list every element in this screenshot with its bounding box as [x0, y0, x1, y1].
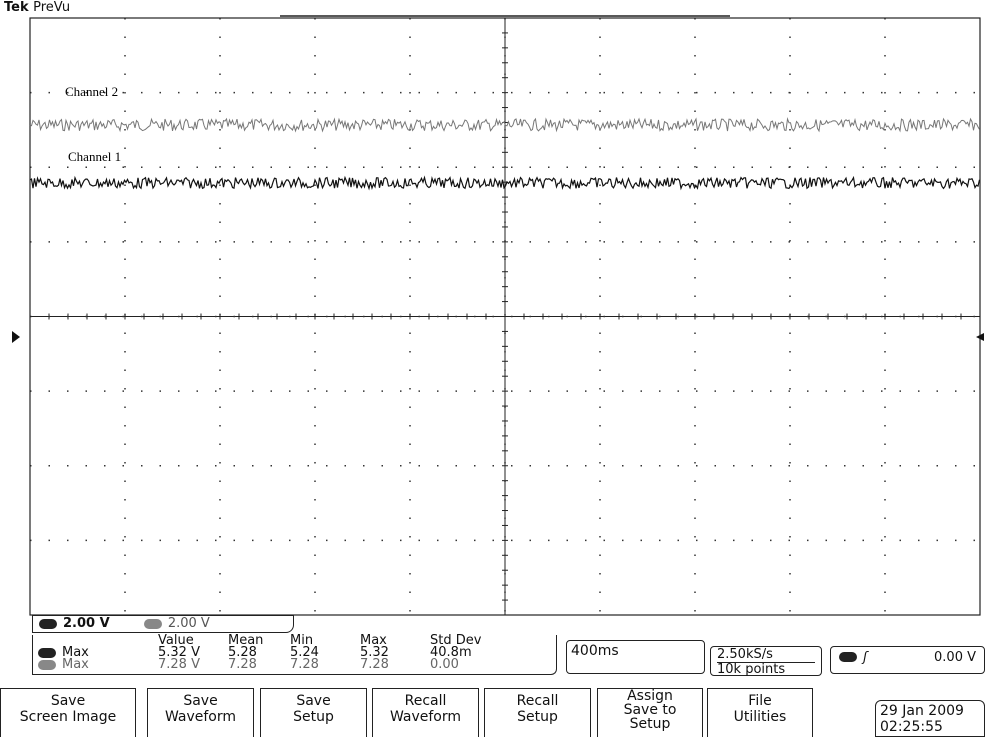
softkey-label: Setup	[485, 709, 590, 725]
softkey-label: Recall	[485, 693, 590, 709]
softkey-label: Utilities	[708, 709, 812, 725]
graticule: Channel 2 Channel 1	[0, 0, 985, 620]
sample-rate: 2.50kS/s	[717, 648, 815, 662]
record-length: 10k points	[717, 662, 815, 677]
ground-marker	[12, 331, 20, 343]
timebase[interactable]: 400ms	[566, 640, 705, 674]
ch1-icon	[39, 619, 57, 629]
date: 29 Jan 2009	[880, 703, 980, 719]
softkey-label: File	[708, 693, 812, 709]
measurement-panel: Value Mean Min Max Std Dev Max 5.32 V 5.…	[32, 635, 557, 675]
ch1-scale: 2.00 V	[63, 616, 110, 631]
row-label: Max	[62, 657, 89, 672]
softkey-label: Assign	[598, 689, 702, 703]
softkey-label: Waveform	[373, 709, 478, 725]
softkey-label: Waveform	[148, 709, 253, 725]
scope-screen: Tek PreVu Channel 2 Channel 1 2.00 V 2.0…	[0, 0, 985, 737]
softkey-label: Save	[1, 693, 135, 709]
softkey-label: Setup	[598, 717, 702, 731]
trace-label: Channel 1	[68, 149, 121, 164]
ch2-icon	[144, 619, 162, 629]
cell: 7.28	[285, 659, 355, 671]
cell: 0.00	[425, 659, 486, 671]
cell: 7.28	[223, 659, 285, 671]
cell: 7.28	[355, 659, 425, 671]
softkey-label: Screen Image	[1, 709, 135, 725]
softkey-label: Save to	[598, 703, 702, 717]
softkey-label: Save	[148, 693, 253, 709]
cell: 7.28 V	[153, 659, 223, 671]
datetime: 29 Jan 2009 02:25:55	[875, 700, 985, 737]
ch2-scale: 2.00 V	[168, 616, 210, 631]
softkey-label: Setup	[261, 709, 366, 725]
scale-box: 2.00 V 2.00 V	[32, 615, 294, 633]
measurement-table: Value Mean Min Max Std Dev Max 5.32 V 5.…	[33, 635, 486, 671]
trigger-level: 0.00 V	[934, 650, 976, 665]
softkey-label: Save	[261, 693, 366, 709]
acquisition[interactable]: 2.50kS/s 10k points	[710, 646, 822, 676]
softkey-label: Recall	[373, 693, 478, 709]
time: 02:25:55	[880, 719, 980, 735]
trace-label: Channel 2	[65, 84, 118, 99]
